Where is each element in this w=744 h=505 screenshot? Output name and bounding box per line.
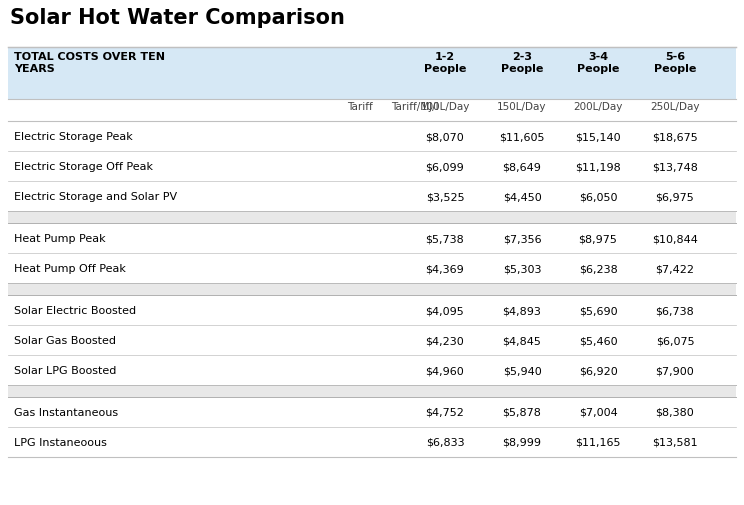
Text: $4,230: $4,230 bbox=[426, 335, 464, 345]
Bar bbox=[8, 385, 736, 397]
Text: LPG Instaneoous: LPG Instaneoous bbox=[14, 437, 107, 447]
Text: $15,140: $15,140 bbox=[575, 132, 620, 142]
Text: $6,738: $6,738 bbox=[655, 306, 694, 316]
Text: 2-3
People: 2-3 People bbox=[501, 52, 543, 73]
Bar bbox=[8, 182, 736, 212]
Text: $8,649: $8,649 bbox=[502, 162, 542, 172]
Bar bbox=[8, 224, 736, 254]
Bar bbox=[8, 295, 736, 325]
Text: TOTAL COSTS OVER TEN
YEARS: TOTAL COSTS OVER TEN YEARS bbox=[14, 52, 165, 73]
Text: $4,450: $4,450 bbox=[503, 191, 542, 201]
Text: $3,525: $3,525 bbox=[426, 191, 464, 201]
Text: $7,356: $7,356 bbox=[503, 233, 542, 243]
Text: $6,075: $6,075 bbox=[655, 335, 694, 345]
Text: $6,975: $6,975 bbox=[655, 191, 694, 201]
Text: 5-6
People: 5-6 People bbox=[654, 52, 696, 73]
Text: $6,099: $6,099 bbox=[426, 162, 464, 172]
Bar bbox=[8, 427, 736, 457]
Text: $18,675: $18,675 bbox=[652, 132, 698, 142]
Text: $6,920: $6,920 bbox=[579, 365, 618, 375]
Text: Solar Hot Water Comparison: Solar Hot Water Comparison bbox=[10, 8, 345, 28]
Text: $5,460: $5,460 bbox=[579, 335, 618, 345]
Bar bbox=[8, 48, 736, 100]
Text: Electric Storage Off Peak: Electric Storage Off Peak bbox=[14, 162, 153, 172]
Text: Solar LPG Boosted: Solar LPG Boosted bbox=[14, 365, 116, 375]
Text: Electric Storage and Solar PV: Electric Storage and Solar PV bbox=[14, 191, 177, 201]
Bar bbox=[8, 283, 736, 295]
Text: $6,050: $6,050 bbox=[579, 191, 618, 201]
Text: $7,900: $7,900 bbox=[655, 365, 694, 375]
Text: $6,238: $6,238 bbox=[579, 264, 618, 274]
Bar bbox=[8, 152, 736, 182]
Text: $5,940: $5,940 bbox=[503, 365, 542, 375]
Text: Solar Electric Boosted: Solar Electric Boosted bbox=[14, 306, 136, 316]
Bar bbox=[8, 356, 736, 385]
Text: $4,095: $4,095 bbox=[426, 306, 464, 316]
Bar bbox=[8, 397, 736, 427]
Text: $4,893: $4,893 bbox=[502, 306, 542, 316]
Text: 200L/Day: 200L/Day bbox=[574, 102, 623, 112]
Text: $4,369: $4,369 bbox=[426, 264, 464, 274]
Text: $11,198: $11,198 bbox=[575, 162, 621, 172]
Text: 250L/Day: 250L/Day bbox=[650, 102, 700, 112]
Bar bbox=[8, 100, 736, 122]
Bar bbox=[8, 212, 736, 224]
Text: $8,070: $8,070 bbox=[426, 132, 464, 142]
Text: $5,878: $5,878 bbox=[502, 407, 542, 417]
Text: Tariff: Tariff bbox=[347, 102, 373, 112]
Text: Heat Pump Peak: Heat Pump Peak bbox=[14, 233, 106, 243]
Text: 100L/Day: 100L/Day bbox=[420, 102, 469, 112]
Text: Electric Storage Peak: Electric Storage Peak bbox=[14, 132, 132, 142]
Text: $10,844: $10,844 bbox=[652, 233, 698, 243]
Text: $5,690: $5,690 bbox=[579, 306, 618, 316]
Text: Solar Gas Boosted: Solar Gas Boosted bbox=[14, 335, 116, 345]
Text: $8,975: $8,975 bbox=[579, 233, 618, 243]
Text: $5,303: $5,303 bbox=[503, 264, 541, 274]
Text: 150L/Day: 150L/Day bbox=[497, 102, 547, 112]
Text: $5,738: $5,738 bbox=[426, 233, 464, 243]
Bar bbox=[8, 254, 736, 283]
Text: $8,999: $8,999 bbox=[502, 437, 542, 447]
Text: Tariff/MJ/l: Tariff/MJ/l bbox=[391, 102, 439, 112]
Text: $4,752: $4,752 bbox=[426, 407, 464, 417]
Text: Gas Instantaneous: Gas Instantaneous bbox=[14, 407, 118, 417]
Text: Heat Pump Off Peak: Heat Pump Off Peak bbox=[14, 264, 126, 274]
Text: $7,004: $7,004 bbox=[579, 407, 618, 417]
Text: $11,165: $11,165 bbox=[575, 437, 620, 447]
Text: 3-4
People: 3-4 People bbox=[577, 52, 619, 73]
Text: $4,845: $4,845 bbox=[502, 335, 542, 345]
Text: $13,581: $13,581 bbox=[652, 437, 698, 447]
Text: $7,422: $7,422 bbox=[655, 264, 694, 274]
Bar bbox=[8, 122, 736, 152]
Text: $8,380: $8,380 bbox=[655, 407, 694, 417]
Text: $11,605: $11,605 bbox=[499, 132, 545, 142]
Text: $6,833: $6,833 bbox=[426, 437, 464, 447]
Text: $13,748: $13,748 bbox=[652, 162, 698, 172]
Text: 1-2
People: 1-2 People bbox=[424, 52, 466, 73]
Text: $4,960: $4,960 bbox=[426, 365, 464, 375]
Bar bbox=[8, 325, 736, 356]
